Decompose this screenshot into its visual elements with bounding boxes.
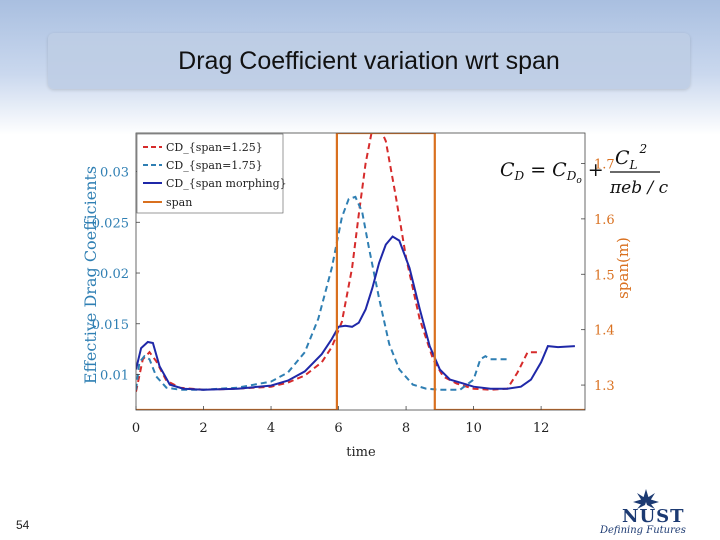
series-morphing-line xyxy=(136,235,575,391)
y-right-tick-label: 1.6 xyxy=(594,213,615,228)
y-tick-label: 0.015 xyxy=(92,318,129,333)
plot-frame xyxy=(135,132,586,411)
equation-numerator: CL2 xyxy=(615,142,647,172)
y-tick-label: 0.03 xyxy=(100,166,129,181)
y-right-tick-label: 1.5 xyxy=(594,268,615,283)
logo-name: NUST xyxy=(622,506,685,527)
legend-label-span1-75: CD_{span=1.75} xyxy=(166,159,263,172)
slide-title: Drag Coefficient variation wrt span xyxy=(178,47,560,75)
legend-label-span1-25: CD_{span=1.25} xyxy=(166,141,263,154)
x-tick-label: 12 xyxy=(533,421,550,436)
nust-logo-emblem-icon xyxy=(633,489,659,509)
series-span1-75-line xyxy=(136,195,508,391)
y-tick-label: 0.025 xyxy=(92,216,129,231)
y-axis-label: Effective Drag Coefficients xyxy=(81,166,100,384)
y-axis-right-label: span(m) xyxy=(614,237,632,299)
x-tick-label: 0 xyxy=(132,421,140,436)
x-tick-label: 6 xyxy=(334,421,342,436)
x-tick-label: 8 xyxy=(402,421,410,436)
equation-denominator: πeb / c xyxy=(609,178,669,198)
y-right-tick-label: 1.4 xyxy=(594,324,615,339)
logo-tagline: Defining Futures xyxy=(600,525,686,536)
legend-label-span: span xyxy=(166,196,192,209)
y-tick-label: 0.02 xyxy=(100,267,129,282)
x-axis-label: time xyxy=(346,445,376,460)
page-number: 54 xyxy=(16,518,30,532)
legend: CD_{span=1.25} CD_{span=1.75} CD_{span m… xyxy=(136,133,287,214)
x-tick-label: 10 xyxy=(465,421,482,436)
title-box xyxy=(48,33,690,89)
y-tick-label: 0.01 xyxy=(100,368,129,383)
legend-label-morphing: CD_{span morphing} xyxy=(166,177,287,190)
x-tick-label: 4 xyxy=(267,421,275,436)
y-right-tick-label: 1.3 xyxy=(594,379,615,394)
x-tick-label: 2 xyxy=(199,421,207,436)
y-right-tick-label: 1.7 xyxy=(594,157,615,172)
